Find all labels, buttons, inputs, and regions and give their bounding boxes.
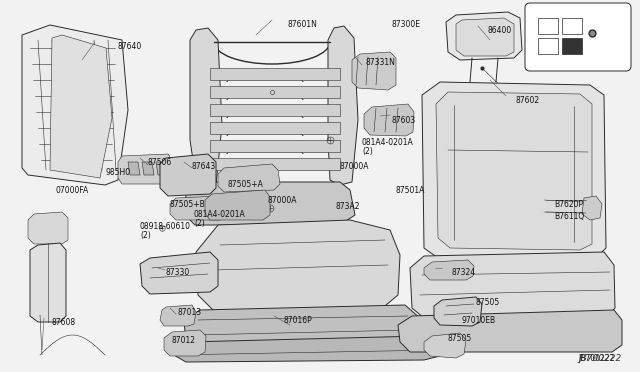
Text: 08918-60610: 08918-60610: [140, 222, 191, 231]
Polygon shape: [582, 196, 602, 220]
Polygon shape: [142, 162, 154, 175]
Text: 87330: 87330: [166, 268, 190, 277]
Polygon shape: [118, 154, 172, 184]
Text: 87013: 87013: [178, 308, 202, 317]
Text: 081A4-0201A: 081A4-0201A: [194, 210, 246, 219]
Text: 87016P: 87016P: [284, 316, 313, 325]
Bar: [538, 18, 558, 34]
Polygon shape: [140, 252, 218, 294]
Polygon shape: [456, 18, 514, 56]
Polygon shape: [364, 104, 414, 136]
Text: 07000FA: 07000FA: [56, 186, 89, 195]
Polygon shape: [196, 220, 400, 312]
Polygon shape: [210, 86, 340, 98]
Text: 87012: 87012: [172, 336, 196, 345]
Bar: [538, 38, 558, 54]
Text: 87608: 87608: [52, 318, 76, 327]
Text: 86400: 86400: [488, 26, 512, 35]
Polygon shape: [210, 104, 340, 116]
Text: 87640: 87640: [118, 42, 142, 51]
Polygon shape: [352, 52, 396, 90]
Polygon shape: [28, 212, 68, 244]
Polygon shape: [434, 297, 482, 326]
Text: 87603: 87603: [392, 116, 416, 125]
Text: 87000A: 87000A: [268, 196, 298, 205]
Polygon shape: [424, 260, 474, 280]
Polygon shape: [156, 162, 168, 175]
Polygon shape: [328, 26, 358, 185]
Text: 87505+B: 87505+B: [170, 200, 205, 209]
Polygon shape: [218, 164, 280, 192]
Polygon shape: [50, 35, 112, 178]
Text: 87505: 87505: [448, 334, 472, 343]
Text: 87324: 87324: [452, 268, 476, 277]
Text: 87505: 87505: [476, 298, 500, 307]
Text: 87602: 87602: [516, 96, 540, 105]
Text: (2): (2): [140, 231, 151, 240]
Polygon shape: [210, 122, 340, 134]
Text: 87643: 87643: [192, 162, 216, 171]
Bar: [562, 18, 582, 34]
Polygon shape: [422, 82, 606, 260]
Text: 87505+A: 87505+A: [228, 180, 264, 189]
Text: 081A4-0201A: 081A4-0201A: [362, 138, 413, 147]
Polygon shape: [30, 243, 66, 322]
Polygon shape: [210, 158, 340, 170]
Polygon shape: [164, 330, 206, 356]
Text: JB700222: JB700222: [578, 354, 614, 363]
Polygon shape: [436, 92, 592, 250]
Polygon shape: [410, 252, 615, 318]
Text: 97010EB: 97010EB: [462, 316, 496, 325]
Polygon shape: [185, 182, 355, 225]
Text: 87331N: 87331N: [366, 58, 396, 67]
Text: (2): (2): [362, 147, 372, 156]
Polygon shape: [205, 190, 270, 220]
Polygon shape: [184, 305, 422, 344]
Polygon shape: [170, 196, 226, 220]
Text: 985H0: 985H0: [106, 168, 131, 177]
Text: 87506: 87506: [148, 158, 172, 167]
Text: 87000A: 87000A: [340, 162, 369, 171]
Polygon shape: [170, 336, 440, 362]
Polygon shape: [160, 154, 216, 196]
Text: 87300E: 87300E: [392, 20, 421, 29]
Text: 87501A: 87501A: [396, 186, 426, 195]
Polygon shape: [128, 162, 140, 175]
Text: (2): (2): [194, 219, 205, 228]
Polygon shape: [398, 310, 622, 352]
Text: B7620P: B7620P: [554, 200, 583, 209]
Text: 87601N: 87601N: [288, 20, 318, 29]
Text: B7611Q: B7611Q: [554, 212, 584, 221]
Polygon shape: [210, 140, 340, 152]
Polygon shape: [446, 12, 522, 60]
Polygon shape: [160, 305, 196, 326]
Text: JB700222: JB700222: [578, 354, 621, 363]
Bar: [562, 38, 582, 54]
Polygon shape: [22, 25, 128, 185]
Polygon shape: [210, 68, 340, 80]
Text: 873A2: 873A2: [336, 202, 360, 211]
Polygon shape: [190, 28, 222, 185]
FancyBboxPatch shape: [525, 3, 631, 71]
Polygon shape: [424, 333, 466, 358]
